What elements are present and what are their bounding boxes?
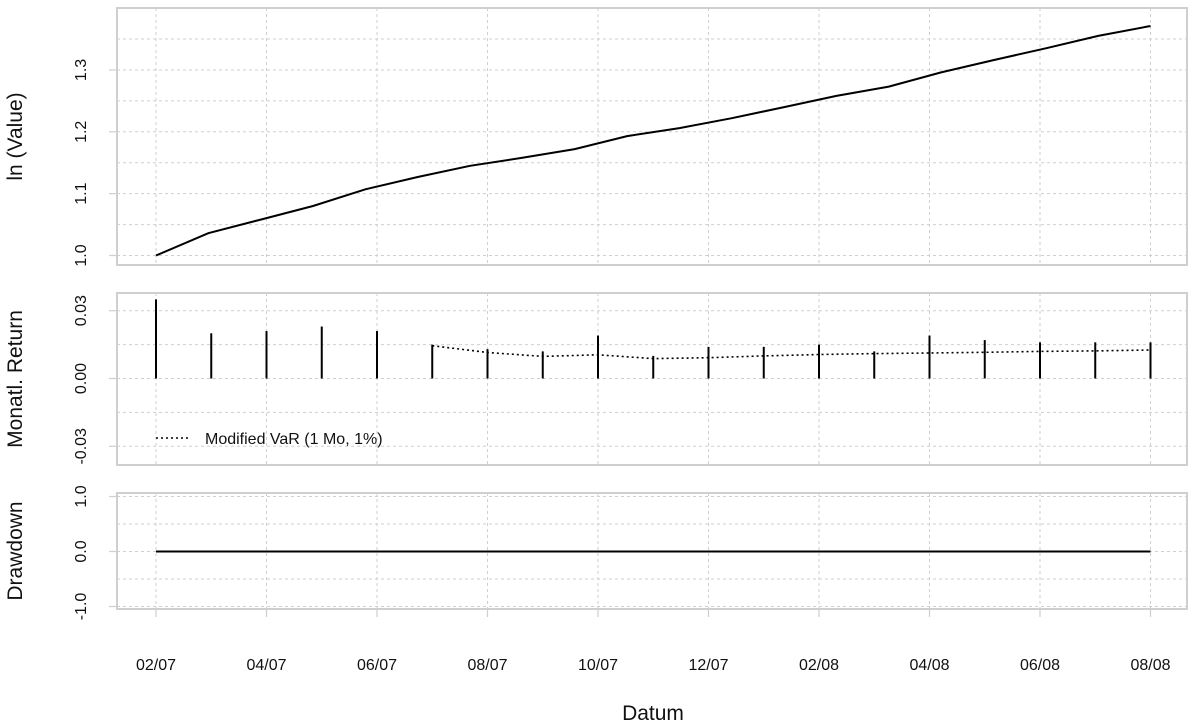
data-layer xyxy=(155,25,1152,553)
y-tick-label: 1.1 xyxy=(73,182,90,204)
x-tick-label: 04/07 xyxy=(246,657,286,674)
y-tick-label: -1.0 xyxy=(73,593,90,621)
x-tick-label: 02/07 xyxy=(136,657,176,674)
x-axis-title: Datum xyxy=(622,702,684,725)
y-tick-label: 1.3 xyxy=(73,59,90,81)
y-axis-title-value: ln (Value) xyxy=(4,92,27,180)
value-line xyxy=(155,25,1151,257)
legend-label: Modified VaR (1 Mo, 1%) xyxy=(205,431,383,448)
grid-layer xyxy=(117,8,1187,609)
panel-frame-value xyxy=(116,7,1188,266)
x-tick-label: 06/08 xyxy=(1020,657,1060,674)
y-axis-title-drawdown: Drawdown xyxy=(4,501,27,600)
legend: Modified VaR (1 Mo, 1%) xyxy=(156,431,383,448)
x-tick-label: 10/07 xyxy=(578,657,618,674)
y-tick-label: 1.0 xyxy=(73,485,90,507)
tick-layer: 1.0 1.1 1.2 1.3 ln (Value) -0.03 0.00 0.03 Monat… xyxy=(4,59,1171,674)
x-tick-label: 08/08 xyxy=(1130,657,1170,674)
y-tick-label: -0.03 xyxy=(73,428,90,465)
y-axis-title-returns: Monatl. Return xyxy=(4,310,27,448)
panel-frames xyxy=(116,7,1188,610)
x-tick-label: 08/07 xyxy=(467,657,507,674)
y-tick-label: 0.00 xyxy=(73,363,90,394)
y-tick-label: 0.0 xyxy=(73,540,90,562)
x-tick-label: 02/08 xyxy=(799,657,839,674)
y-tick-label: 0.03 xyxy=(73,295,90,326)
y-tick-label: 1.0 xyxy=(73,244,90,266)
var-line xyxy=(432,344,1151,360)
x-tick-label: 04/08 xyxy=(909,657,949,674)
x-tick-label: 12/07 xyxy=(688,657,728,674)
x-tick-label: 06/07 xyxy=(357,657,397,674)
y-tick-label: 1.2 xyxy=(73,121,90,143)
